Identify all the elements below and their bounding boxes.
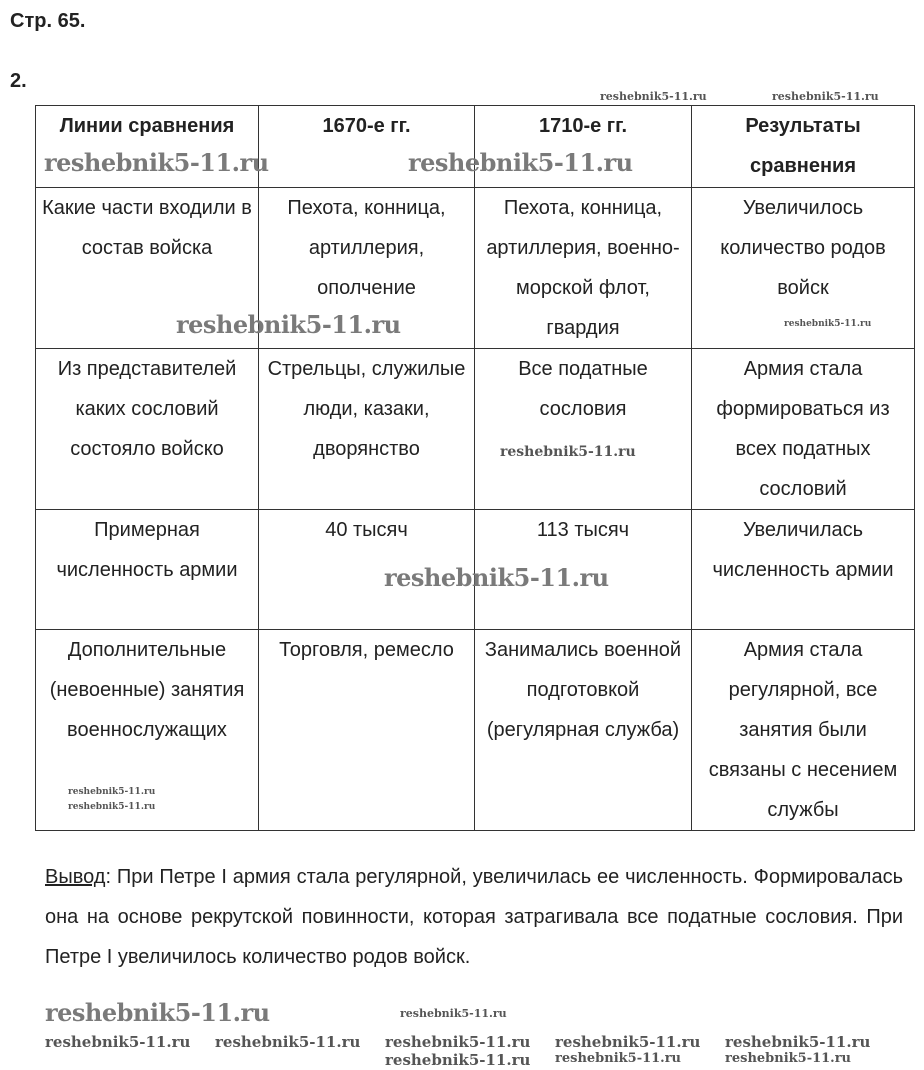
watermark: reshebnik5-11.ru: [45, 1033, 191, 1051]
table-cell: Занимались военной подготовкой (регулярн…: [474, 629, 692, 831]
header-cell: 1670-е гг.: [258, 105, 475, 188]
page-label: Стр. 65.: [10, 10, 86, 32]
header-cell: Результаты сравнения: [691, 105, 915, 188]
table-cell: Армия стала формироваться из всех податн…: [691, 348, 915, 510]
watermark: reshebnik5-11.ru: [400, 1007, 507, 1020]
table-cell: Примерная численность армии: [35, 509, 259, 630]
conclusion-paragraph: Вывод: При Петре I армия стала регулярно…: [45, 857, 903, 977]
watermark: reshebnik5-11.ru: [385, 1051, 531, 1069]
table-cell: Из представителей каких сословий состоял…: [35, 348, 259, 510]
table-cell: Армия стала регулярной, все занятия были…: [691, 629, 915, 831]
table-cell: Увеличилась численность армии: [691, 509, 915, 630]
table-cell: Какие части входили в состав войска: [35, 187, 259, 349]
table-cell: Торговля, ремесло: [258, 629, 475, 831]
conclusion-label: Вывод: [45, 866, 106, 888]
watermark: reshebnik5-11.ru: [725, 1033, 871, 1051]
table-cell: Пехота, конница, артиллерия, ополчение: [258, 187, 475, 349]
watermark: reshebnik5-11.ru: [45, 998, 270, 1027]
table-cell: Все податные сословия: [474, 348, 692, 510]
table-cell: Дополнительные (невоенные) занятия военн…: [35, 629, 259, 831]
table-cell: 113 тысяч: [474, 509, 692, 630]
watermark: reshebnik5-11.ru: [600, 90, 707, 103]
watermark: reshebnik5-11.ru: [555, 1033, 701, 1051]
table-row: Примерная численность армии 40 тысяч 113…: [35, 509, 915, 630]
comparison-table: Линии сравнения 1670-е гг. 1710-е гг. Ре…: [35, 105, 915, 831]
conclusion-text: : При Петре I армия стала регулярной, ув…: [45, 866, 903, 968]
header-cell: Линии сравнения: [35, 105, 259, 188]
table-cell: Увеличилось количество родов войск: [691, 187, 915, 349]
task-number: 2.: [10, 70, 27, 92]
header-cell: 1710-е гг.: [474, 105, 692, 188]
watermark: reshebnik5-11.ru: [215, 1033, 361, 1051]
table-row: Из представителей каких сословий состоял…: [35, 348, 915, 510]
table-header-row: Линии сравнения 1670-е гг. 1710-е гг. Ре…: [35, 105, 915, 188]
table-row: Дополнительные (невоенные) занятия военн…: [35, 629, 915, 831]
watermark: reshebnik5-11.ru: [772, 90, 879, 103]
watermark: reshebnik5-11.ru: [725, 1051, 852, 1066]
watermark: reshebnik5-11.ru: [385, 1033, 531, 1051]
table-cell: Стрельцы, служилые люди, казаки, дворянс…: [258, 348, 475, 510]
table-cell: Пехота, конница, артиллерия, военно-морс…: [474, 187, 692, 349]
table-row: Какие части входили в состав войска Пехо…: [35, 187, 915, 349]
watermark: reshebnik5-11.ru: [555, 1051, 682, 1066]
table-cell: 40 тысяч: [258, 509, 475, 630]
